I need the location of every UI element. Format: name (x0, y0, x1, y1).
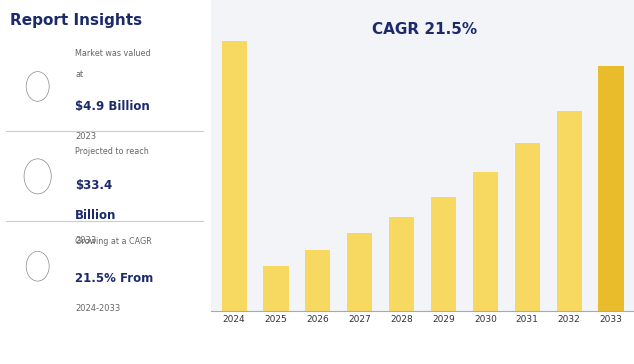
Bar (264, 266, 288, 311)
Text: Report Code: A323795: Report Code: A323795 (10, 345, 112, 354)
Text: 21.5% From: 21.5% From (75, 272, 153, 285)
Bar (515, 143, 540, 311)
Bar (222, 41, 247, 311)
Text: Report Insights: Report Insights (10, 12, 143, 28)
Text: Projected to reach: Projected to reach (75, 147, 149, 156)
Bar (306, 250, 330, 311)
Bar (431, 197, 456, 311)
Text: Market was valued: Market was valued (75, 49, 151, 58)
Text: 2033: 2033 (75, 236, 96, 245)
Text: $33.4: $33.4 (75, 179, 113, 192)
Text: © All right reserved: © All right reserved (534, 345, 624, 354)
Bar (389, 217, 414, 311)
Text: Billion: Billion (75, 209, 117, 222)
Bar (598, 66, 623, 311)
Text: at: at (75, 70, 84, 79)
Text: CAGR 21.5%: CAGR 21.5% (372, 22, 477, 37)
Text: $4.9 Billion: $4.9 Billion (75, 100, 150, 113)
Bar (347, 233, 372, 311)
Text: 2024-2033: 2024-2033 (75, 304, 120, 313)
Bar (557, 111, 581, 311)
Text: Allied Market Research: Allied Market Research (497, 323, 624, 333)
Bar (473, 172, 498, 311)
Text: Automated Pallet Truck Market: Automated Pallet Truck Market (10, 323, 180, 333)
Text: Growing at a CAGR: Growing at a CAGR (75, 237, 152, 246)
Text: 2023: 2023 (75, 132, 96, 141)
